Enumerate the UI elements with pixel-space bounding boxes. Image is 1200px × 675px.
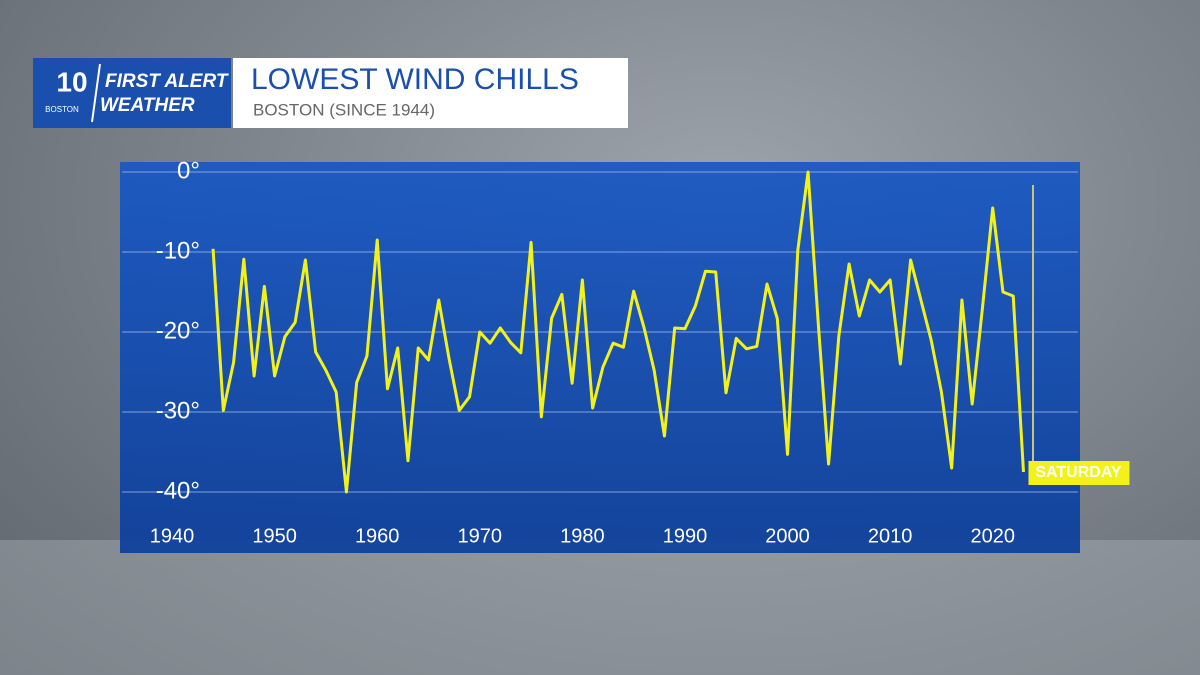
y-tick-label: -40°	[156, 477, 200, 504]
x-tick-label: 1960	[355, 525, 400, 547]
annotation-box	[1028, 461, 1130, 485]
x-tick-label: 2010	[868, 525, 913, 547]
y-tick-label: -30°	[156, 397, 200, 424]
x-tick-label: 2000	[765, 525, 810, 547]
logo-line2: WEATHER	[100, 95, 195, 116]
y-tick-label: -10°	[156, 237, 200, 264]
logo-divider	[91, 63, 101, 123]
x-tick-label: 2020	[970, 525, 1015, 547]
line-series	[211, 170, 1025, 494]
logo-box	[33, 58, 231, 128]
y-tick-label: 0°	[177, 157, 200, 184]
chart-subtitle: BOSTON (SINCE 1944)	[253, 100, 435, 119]
x-tick-label: 1980	[560, 525, 605, 547]
x-tick-label: 1950	[252, 525, 297, 547]
logo-channel: 10	[56, 66, 87, 97]
x-tick-label: 1990	[663, 525, 708, 547]
y-tick-label: -20°	[156, 317, 200, 344]
x-tick-label: 1970	[458, 525, 503, 547]
x-tick-label: 1940	[150, 525, 195, 547]
title-box	[233, 58, 628, 128]
logo-line1: FIRST ALERT	[105, 71, 229, 92]
frost	[0, 540, 1200, 675]
logo-station: BOSTON	[45, 105, 79, 114]
chart-title: LOWEST WIND CHILLS	[251, 63, 579, 96]
annotation: SATURDAY	[1035, 464, 1122, 481]
